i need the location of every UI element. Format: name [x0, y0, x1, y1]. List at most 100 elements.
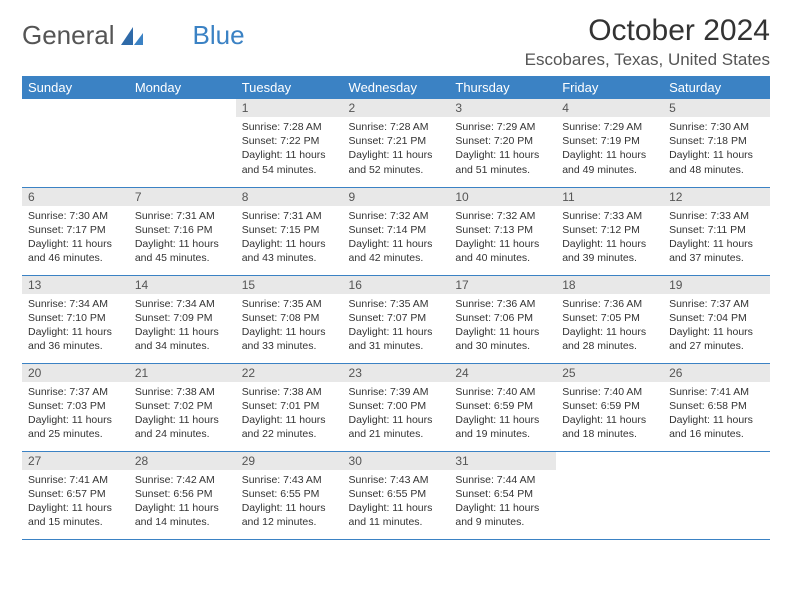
- sunset-line: Sunset: 7:10 PM: [28, 311, 123, 325]
- daylight-line: Daylight: 11 hours and 40 minutes.: [455, 237, 550, 265]
- calendar-header-row: Sunday Monday Tuesday Wednesday Thursday…: [22, 76, 770, 99]
- logo-word-blue: Blue: [193, 20, 245, 51]
- day-details: Sunrise: 7:37 AMSunset: 7:04 PMDaylight:…: [663, 294, 770, 358]
- day-number: 10: [449, 188, 556, 206]
- sunrise-line: Sunrise: 7:44 AM: [455, 473, 550, 487]
- calendar-day-cell: 26Sunrise: 7:41 AMSunset: 6:58 PMDayligh…: [663, 363, 770, 451]
- day-number: 13: [22, 276, 129, 294]
- calendar-day-cell: 1Sunrise: 7:28 AMSunset: 7:22 PMDaylight…: [236, 99, 343, 187]
- daylight-line: Daylight: 11 hours and 45 minutes.: [135, 237, 230, 265]
- sunset-line: Sunset: 6:59 PM: [455, 399, 550, 413]
- logo-word-general: General: [22, 20, 115, 51]
- calendar-day-cell: 14Sunrise: 7:34 AMSunset: 7:09 PMDayligh…: [129, 275, 236, 363]
- calendar-day-cell: 20Sunrise: 7:37 AMSunset: 7:03 PMDayligh…: [22, 363, 129, 451]
- day-number: 5: [663, 99, 770, 117]
- daylight-line: Daylight: 11 hours and 54 minutes.: [242, 148, 337, 176]
- calendar-day-cell: 17Sunrise: 7:36 AMSunset: 7:06 PMDayligh…: [449, 275, 556, 363]
- sunrise-line: Sunrise: 7:34 AM: [28, 297, 123, 311]
- sunset-line: Sunset: 7:06 PM: [455, 311, 550, 325]
- day-number: 24: [449, 364, 556, 382]
- calendar-day-cell: 25Sunrise: 7:40 AMSunset: 6:59 PMDayligh…: [556, 363, 663, 451]
- calendar-day-cell: 8Sunrise: 7:31 AMSunset: 7:15 PMDaylight…: [236, 187, 343, 275]
- daylight-line: Daylight: 11 hours and 12 minutes.: [242, 501, 337, 529]
- day-details: Sunrise: 7:28 AMSunset: 7:21 PMDaylight:…: [343, 117, 450, 181]
- sunset-line: Sunset: 7:07 PM: [349, 311, 444, 325]
- day-details: Sunrise: 7:41 AMSunset: 6:57 PMDaylight:…: [22, 470, 129, 534]
- calendar-day-cell: 19Sunrise: 7:37 AMSunset: 7:04 PMDayligh…: [663, 275, 770, 363]
- day-number: 2: [343, 99, 450, 117]
- sunset-line: Sunset: 7:00 PM: [349, 399, 444, 413]
- day-number: 25: [556, 364, 663, 382]
- sunset-line: Sunset: 7:15 PM: [242, 223, 337, 237]
- day-details: Sunrise: 7:42 AMSunset: 6:56 PMDaylight:…: [129, 470, 236, 534]
- day-number: 15: [236, 276, 343, 294]
- day-number: 14: [129, 276, 236, 294]
- sunset-line: Sunset: 7:19 PM: [562, 134, 657, 148]
- calendar-day-cell: 4Sunrise: 7:29 AMSunset: 7:19 PMDaylight…: [556, 99, 663, 187]
- calendar-day-cell: 3Sunrise: 7:29 AMSunset: 7:20 PMDaylight…: [449, 99, 556, 187]
- daylight-line: Daylight: 11 hours and 33 minutes.: [242, 325, 337, 353]
- day-number: 8: [236, 188, 343, 206]
- calendar-day-cell: 12Sunrise: 7:33 AMSunset: 7:11 PMDayligh…: [663, 187, 770, 275]
- day-details: Sunrise: 7:31 AMSunset: 7:16 PMDaylight:…: [129, 206, 236, 270]
- daylight-line: Daylight: 11 hours and 28 minutes.: [562, 325, 657, 353]
- sunset-line: Sunset: 6:54 PM: [455, 487, 550, 501]
- day-details: Sunrise: 7:44 AMSunset: 6:54 PMDaylight:…: [449, 470, 556, 534]
- sunrise-line: Sunrise: 7:43 AM: [349, 473, 444, 487]
- calendar-day-cell: 23Sunrise: 7:39 AMSunset: 7:00 PMDayligh…: [343, 363, 450, 451]
- sunrise-line: Sunrise: 7:36 AM: [562, 297, 657, 311]
- sunset-line: Sunset: 7:13 PM: [455, 223, 550, 237]
- daylight-line: Daylight: 11 hours and 18 minutes.: [562, 413, 657, 441]
- sunrise-line: Sunrise: 7:41 AM: [669, 385, 764, 399]
- day-number: 29: [236, 452, 343, 470]
- sunset-line: Sunset: 7:09 PM: [135, 311, 230, 325]
- sunset-line: Sunset: 7:12 PM: [562, 223, 657, 237]
- day-number: 27: [22, 452, 129, 470]
- day-details: Sunrise: 7:33 AMSunset: 7:12 PMDaylight:…: [556, 206, 663, 270]
- sunset-line: Sunset: 6:58 PM: [669, 399, 764, 413]
- sunrise-line: Sunrise: 7:40 AM: [455, 385, 550, 399]
- sunset-line: Sunset: 7:04 PM: [669, 311, 764, 325]
- sunset-line: Sunset: 6:59 PM: [562, 399, 657, 413]
- sunrise-line: Sunrise: 7:37 AM: [669, 297, 764, 311]
- sunset-line: Sunset: 7:01 PM: [242, 399, 337, 413]
- sunrise-line: Sunrise: 7:30 AM: [28, 209, 123, 223]
- daylight-line: Daylight: 11 hours and 16 minutes.: [669, 413, 764, 441]
- title-block: October 2024 Escobares, Texas, United St…: [525, 14, 770, 70]
- day-details: Sunrise: 7:29 AMSunset: 7:19 PMDaylight:…: [556, 117, 663, 181]
- day-number: 20: [22, 364, 129, 382]
- sunrise-line: Sunrise: 7:39 AM: [349, 385, 444, 399]
- calendar-day-cell: 22Sunrise: 7:38 AMSunset: 7:01 PMDayligh…: [236, 363, 343, 451]
- sunrise-line: Sunrise: 7:28 AM: [242, 120, 337, 134]
- sunset-line: Sunset: 7:02 PM: [135, 399, 230, 413]
- daylight-line: Daylight: 11 hours and 21 minutes.: [349, 413, 444, 441]
- day-details: Sunrise: 7:40 AMSunset: 6:59 PMDaylight:…: [449, 382, 556, 446]
- calendar-day-cell: 29Sunrise: 7:43 AMSunset: 6:55 PMDayligh…: [236, 451, 343, 539]
- logo-sail-icon: [119, 25, 145, 47]
- day-details: Sunrise: 7:29 AMSunset: 7:20 PMDaylight:…: [449, 117, 556, 181]
- day-details: Sunrise: 7:43 AMSunset: 6:55 PMDaylight:…: [236, 470, 343, 534]
- calendar-week-row: 6Sunrise: 7:30 AMSunset: 7:17 PMDaylight…: [22, 187, 770, 275]
- calendar-day-cell: [663, 451, 770, 539]
- calendar-day-cell: 13Sunrise: 7:34 AMSunset: 7:10 PMDayligh…: [22, 275, 129, 363]
- daylight-line: Daylight: 11 hours and 31 minutes.: [349, 325, 444, 353]
- day-number: 19: [663, 276, 770, 294]
- calendar-day-cell: 7Sunrise: 7:31 AMSunset: 7:16 PMDaylight…: [129, 187, 236, 275]
- daylight-line: Daylight: 11 hours and 24 minutes.: [135, 413, 230, 441]
- day-number: 16: [343, 276, 450, 294]
- daylight-line: Daylight: 11 hours and 37 minutes.: [669, 237, 764, 265]
- daylight-line: Daylight: 11 hours and 15 minutes.: [28, 501, 123, 529]
- daylight-line: Daylight: 11 hours and 52 minutes.: [349, 148, 444, 176]
- day-details: Sunrise: 7:36 AMSunset: 7:06 PMDaylight:…: [449, 294, 556, 358]
- daylight-line: Daylight: 11 hours and 9 minutes.: [455, 501, 550, 529]
- day-number: 6: [22, 188, 129, 206]
- sunrise-line: Sunrise: 7:30 AM: [669, 120, 764, 134]
- calendar-day-cell: 16Sunrise: 7:35 AMSunset: 7:07 PMDayligh…: [343, 275, 450, 363]
- day-number: 22: [236, 364, 343, 382]
- daylight-line: Daylight: 11 hours and 39 minutes.: [562, 237, 657, 265]
- calendar-day-cell: 24Sunrise: 7:40 AMSunset: 6:59 PMDayligh…: [449, 363, 556, 451]
- sunrise-line: Sunrise: 7:32 AM: [455, 209, 550, 223]
- sunset-line: Sunset: 7:05 PM: [562, 311, 657, 325]
- calendar-week-row: 27Sunrise: 7:41 AMSunset: 6:57 PMDayligh…: [22, 451, 770, 539]
- sunset-line: Sunset: 7:11 PM: [669, 223, 764, 237]
